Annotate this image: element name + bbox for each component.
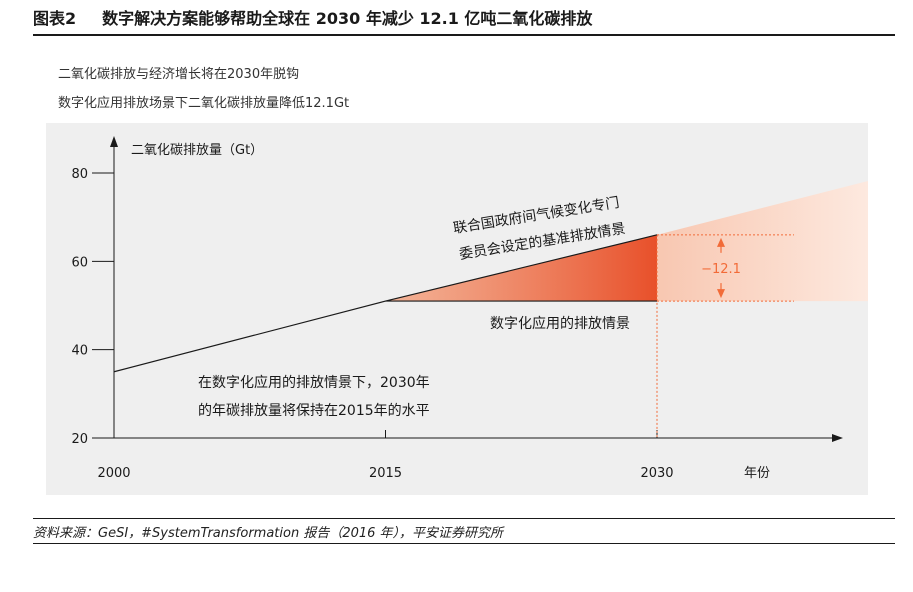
x-tick-label: 2030 bbox=[640, 466, 673, 481]
x-axis-arrow bbox=[832, 434, 843, 442]
digital-scenario-label: 数字化应用的排放情景 bbox=[490, 315, 630, 332]
x-tick-label: 2015 bbox=[369, 466, 402, 481]
y-tick-label: 80 bbox=[71, 167, 88, 182]
subtitle-decoupling: 二氧化碳排放与经济增长将在2030年脱钩 bbox=[58, 67, 300, 82]
y-tick-label: 60 bbox=[71, 255, 88, 270]
y-axis-label: 二氧化碳排放量（Gt） bbox=[131, 143, 263, 158]
figure-label: 图表2 bbox=[33, 9, 77, 28]
figure-header: 图表2 数字解决方案能够帮助全球在 2030 年减少 12.1 亿吨二氧化碳排放 bbox=[33, 0, 895, 36]
emissions-chart: 二氧化碳排放量（Gt） 年份 20 40 60 80 2000 2015 2030 −12… bbox=[71, 136, 868, 481]
figure-title: 数字解决方案能够帮助全球在 2030 年减少 12.1 亿吨二氧化碳排放 bbox=[102, 9, 593, 28]
subtitle-reduction: 数字化应用排放场景下二氧化碳排放量降低12.1Gt bbox=[58, 96, 350, 111]
reduction-arrow-down-head bbox=[717, 289, 725, 299]
x-axis-label: 年份 bbox=[744, 466, 770, 481]
reduction-arrow-up-head bbox=[717, 237, 725, 247]
source-note: 资料来源：GeSI，#SystemTransformation 报告（2016 … bbox=[33, 518, 895, 544]
chart-note-line1: 在数字化应用的排放情景下，2030年 bbox=[198, 374, 430, 391]
reduction-value-label: −12.1 bbox=[701, 262, 741, 277]
y-axis-arrow bbox=[110, 136, 118, 147]
chart-note-line2: 的年碳排放量将保持在2015年的水平 bbox=[198, 403, 430, 419]
y-tick-label: 20 bbox=[71, 432, 88, 447]
x-tick-label: 2000 bbox=[97, 466, 130, 481]
projection-extension-wedge bbox=[657, 181, 868, 302]
chart-panel: 二氧化碳排放量（Gt） 年份 20 40 60 80 2000 2015 2030 −12… bbox=[46, 123, 868, 495]
y-tick-label: 40 bbox=[71, 344, 88, 359]
